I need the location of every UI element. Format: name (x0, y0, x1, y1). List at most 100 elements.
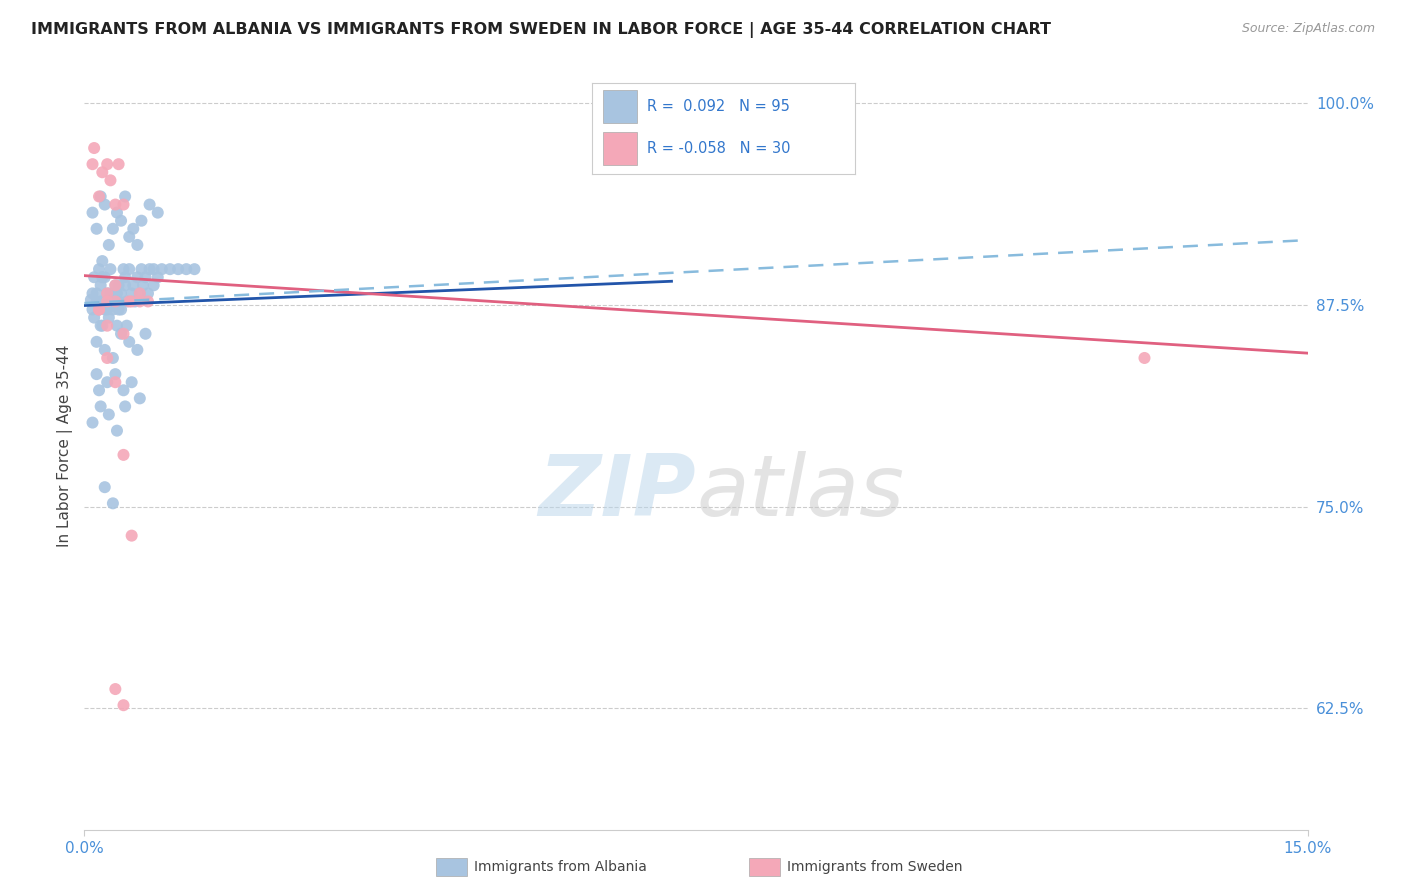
Point (138, 262, 160, 277)
Text: Source: ZipAtlas.com: Source: ZipAtlas.com (1241, 22, 1375, 36)
Point (104, 294, 127, 309)
Point (105, 286, 128, 301)
Text: Immigrants from Albania: Immigrants from Albania (474, 860, 647, 874)
Point (150, 262, 173, 277)
Point (464, 860, 486, 874)
Point (131, 213, 153, 227)
Point (104, 278, 127, 293)
Point (101, 221, 124, 235)
Point (112, 262, 135, 277)
Point (142, 262, 165, 277)
Point (114, 400, 136, 414)
Point (159, 262, 181, 277)
Point (121, 286, 143, 301)
Point (146, 205, 169, 219)
Point (121, 528, 143, 542)
Point (114, 189, 136, 203)
Point (83, 310, 105, 325)
Point (128, 392, 150, 406)
Point (82, 157, 104, 171)
Point (87, 302, 110, 317)
Point (105, 318, 128, 333)
Point (118, 262, 141, 277)
Point (127, 343, 149, 357)
Text: ZIP: ZIP (538, 450, 696, 533)
Point (1133, 351, 1156, 365)
Point (93, 343, 115, 357)
Point (122, 221, 145, 235)
Point (105, 424, 128, 438)
Point (128, 286, 150, 301)
Point (112, 326, 135, 341)
Point (96, 286, 118, 301)
Point (107, 294, 129, 309)
Point (146, 270, 169, 285)
Point (101, 302, 124, 317)
Point (90, 278, 112, 293)
Point (104, 294, 127, 309)
Point (83, 270, 105, 285)
Point (121, 294, 143, 309)
Point (91, 165, 114, 179)
Point (118, 294, 141, 309)
Point (96, 302, 118, 317)
Point (83, 141, 105, 155)
Point (128, 294, 150, 309)
Point (96, 294, 118, 309)
Point (87, 302, 110, 317)
Point (87, 189, 110, 203)
Point (127, 270, 149, 285)
Point (167, 262, 190, 277)
Point (112, 197, 135, 211)
Point (104, 681, 127, 696)
Point (90, 318, 112, 333)
Point (112, 448, 135, 462)
Point (112, 384, 135, 398)
Point (127, 238, 149, 252)
Point (100, 286, 122, 301)
Point (104, 367, 127, 381)
Point (118, 334, 141, 349)
Point (91, 254, 114, 268)
Point (86, 334, 108, 349)
Point (105, 205, 128, 219)
Point (110, 213, 132, 227)
Text: atlas: atlas (696, 450, 904, 533)
Point (96, 286, 118, 301)
Point (104, 197, 127, 211)
Point (114, 278, 136, 293)
Point (132, 278, 155, 293)
Point (107, 302, 129, 317)
Point (82, 302, 104, 317)
Point (112, 698, 135, 713)
Point (93, 294, 115, 309)
Point (128, 286, 150, 301)
Point (114, 270, 136, 285)
Point (86, 286, 108, 301)
Point (86, 367, 108, 381)
Point (90, 400, 112, 414)
Point (93, 480, 115, 494)
Point (96, 318, 118, 333)
Point (110, 302, 132, 317)
Point (100, 173, 122, 187)
Point (115, 318, 138, 333)
Point (136, 286, 159, 301)
Point (107, 157, 129, 171)
Point (101, 294, 124, 309)
Point (100, 262, 122, 277)
Point (91, 270, 114, 285)
Point (101, 496, 124, 510)
Point (86, 221, 108, 235)
Point (97, 294, 120, 309)
Point (136, 294, 159, 309)
Point (121, 375, 143, 389)
Point (90, 189, 112, 203)
Point (135, 270, 157, 285)
Point (80, 293, 103, 307)
Point (104, 278, 127, 293)
Text: Immigrants from Sweden: Immigrants from Sweden (787, 860, 963, 874)
Point (97, 408, 120, 422)
Point (87, 262, 110, 277)
Point (93, 197, 115, 211)
